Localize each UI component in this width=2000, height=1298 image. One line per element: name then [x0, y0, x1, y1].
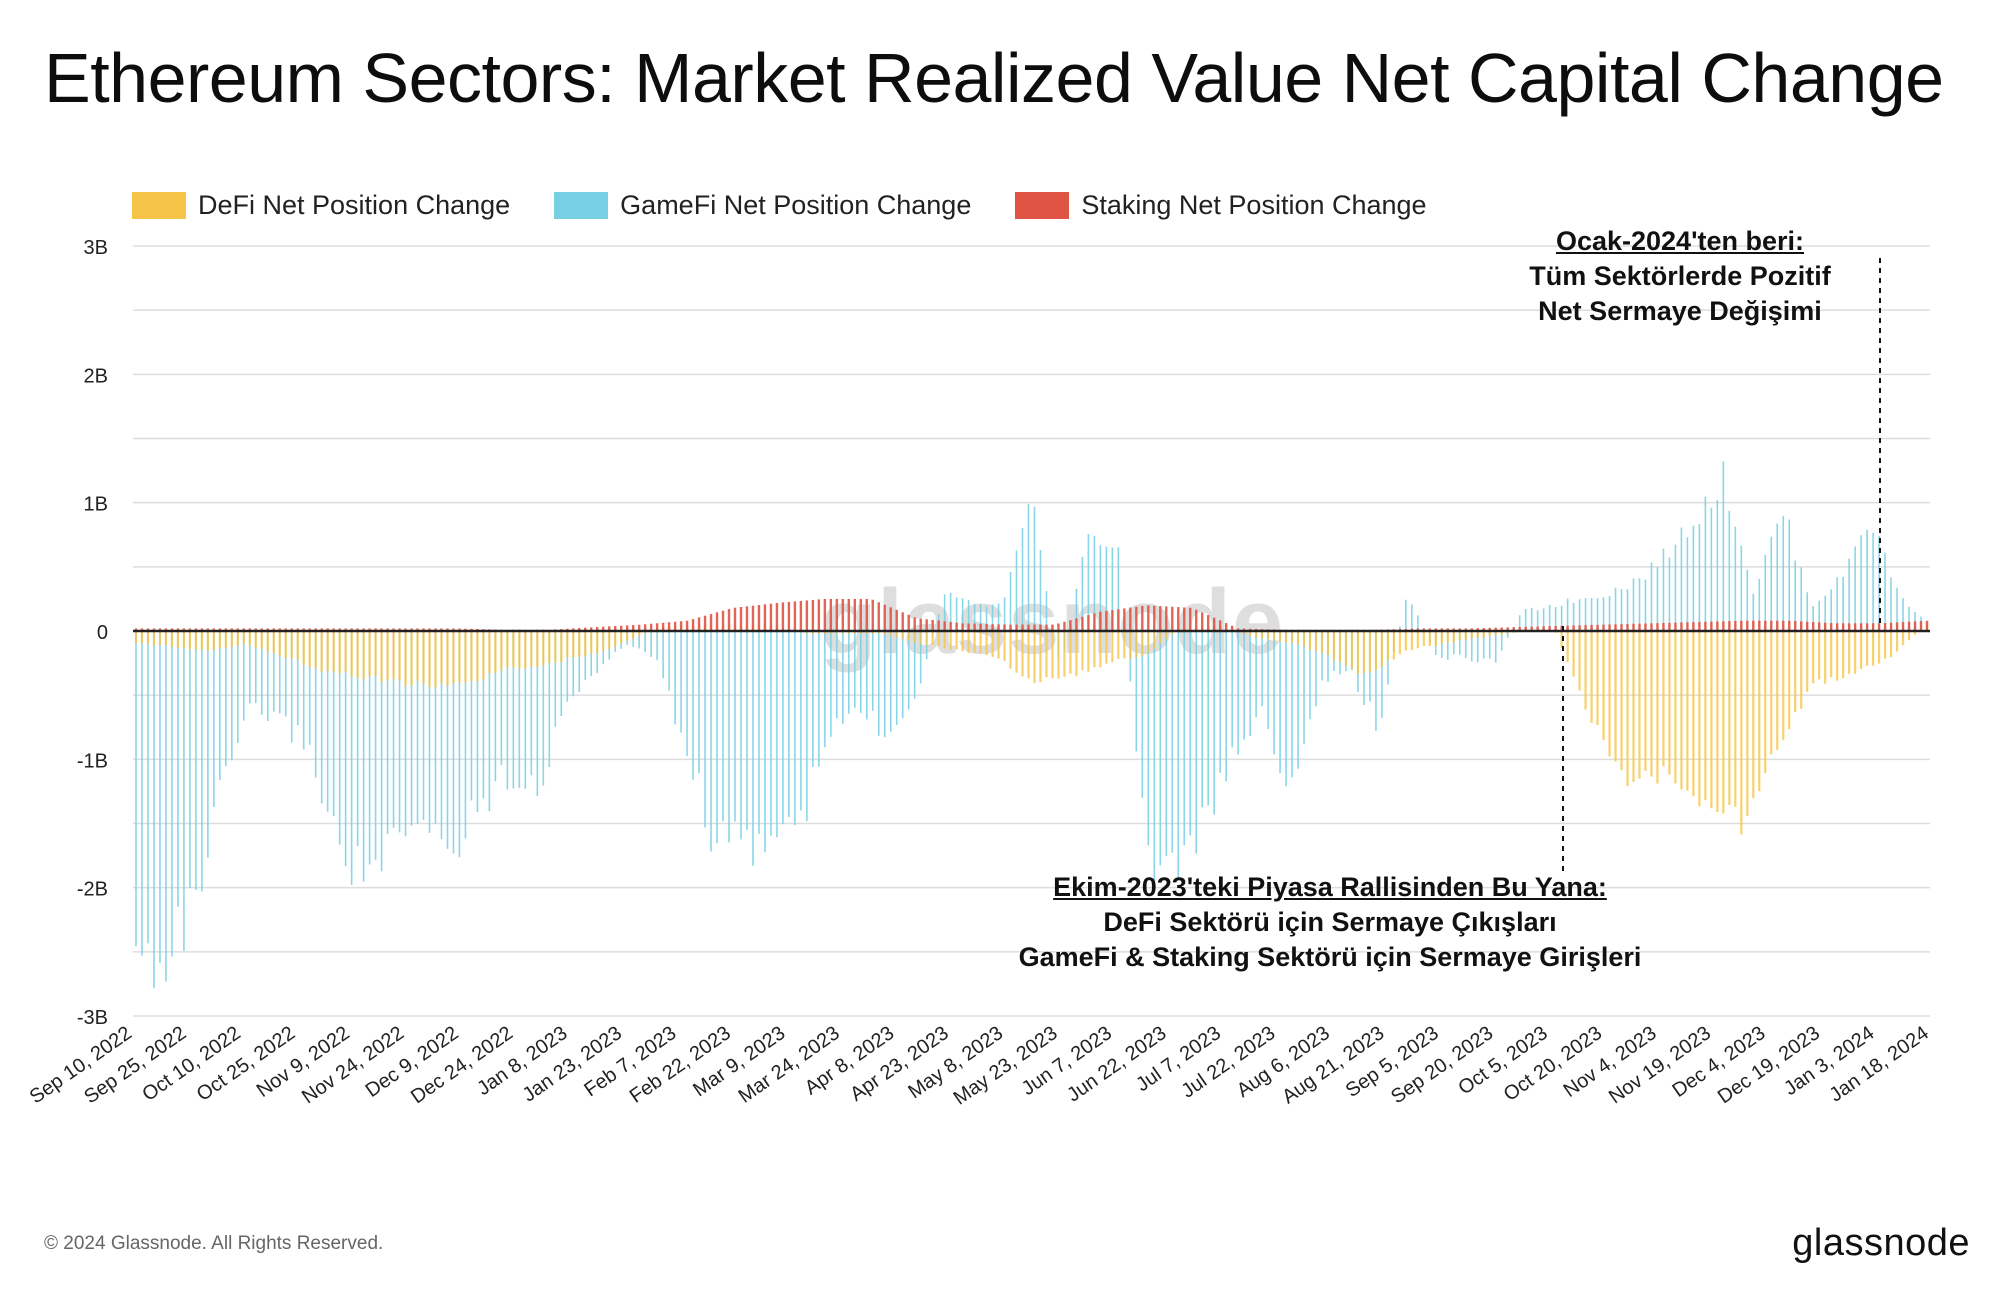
y-tick-label: -2B [77, 879, 108, 901]
legend-label-gamefi: GameFi Net Position Change [620, 190, 972, 220]
y-tick-label: -3B [77, 1007, 108, 1029]
chart-legend: DeFi Net Position Change GameFi Net Posi… [132, 190, 1427, 221]
legend-item-staking[interactable]: Staking Net Position Change [1015, 190, 1427, 221]
legend-label-staking: Staking Net Position Change [1081, 190, 1427, 220]
annotation-top-line1: Tüm Sektörlerde Pozitif [1529, 261, 1831, 291]
legend-label-defi: DeFi Net Position Change [198, 190, 511, 220]
footer-logo: glassnode [1792, 1222, 1970, 1264]
y-tick-label: 1B [84, 494, 108, 516]
annotation-top-line2: Net Sermaye Değişimi [1538, 296, 1822, 326]
annotation-bottom-line2: GameFi & Staking Sektörü için Sermaye Gi… [1018, 942, 1642, 972]
y-tick-label: 2B [84, 365, 108, 387]
chart-title: Ethereum Sectors: Market Realized Value … [44, 39, 1944, 117]
legend-item-gamefi[interactable]: GameFi Net Position Change [554, 190, 971, 221]
footer-copyright: © 2024 Glassnode. All Rights Reserved. [44, 1233, 384, 1254]
series-staking [134, 598, 1929, 631]
annotation-top: Ocak-2024'ten beri: Tüm Sektörlerde Pozi… [1470, 224, 1890, 329]
legend-item-defi[interactable]: DeFi Net Position Change [132, 190, 510, 221]
annotation-bottom: Ekim-2023'teki Piyasa Rallisinden Bu Yan… [960, 870, 1700, 975]
y-tick-label: 3B [84, 237, 108, 259]
annotation-bottom-head: Ekim-2023'teki Piyasa Rallisinden Bu Yan… [1053, 872, 1607, 902]
legend-swatch-staking [1015, 192, 1070, 219]
y-tick-label: 0 [97, 622, 108, 644]
annotation-bottom-line1: DeFi Sektörü için Sermaye Çıkışları [1103, 907, 1557, 937]
annotation-top-head: Ocak-2024'ten beri: [1555, 226, 1805, 256]
legend-swatch-defi [132, 192, 186, 219]
series-defi [134, 624, 1929, 835]
legend-swatch-gamefi [554, 192, 609, 219]
y-tick-label: -1B [77, 750, 108, 772]
